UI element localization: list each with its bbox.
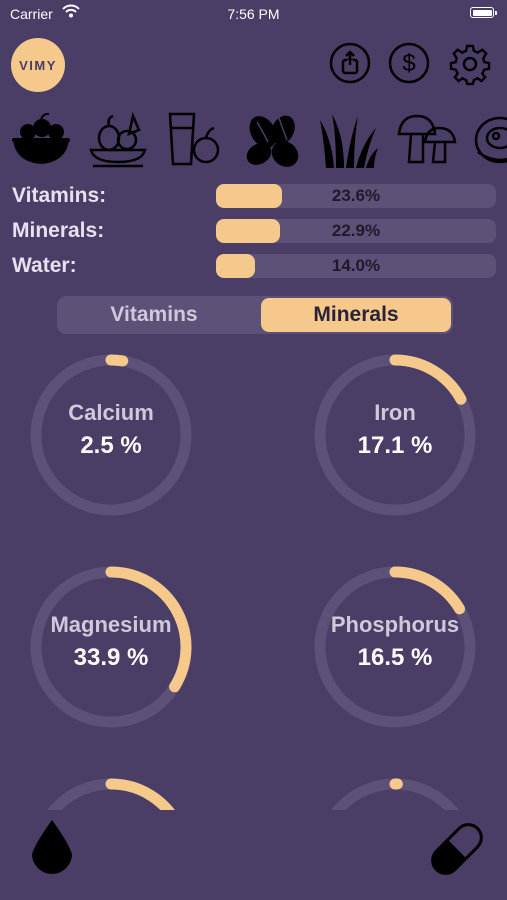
stat-value: 23.6% [331, 186, 381, 205]
tab-vitamins[interactable]: Vitamins [110, 303, 198, 326]
stat-label: Water: [12, 254, 77, 277]
nutrient-percent: 33.9 % [73, 644, 149, 671]
nutrient-ring[interactable]: Magnesium 33.9 % [26, 562, 196, 732]
ring-progress-arc [389, 566, 466, 615]
greens-icon[interactable] [318, 110, 380, 170]
ring-gauge [314, 354, 476, 516]
stat-progress-bar: 22.9% [216, 219, 496, 243]
nutrient-name: Iron [374, 400, 416, 425]
ring-gauge [331, 778, 459, 810]
stat-row-vitamins: Vitamins: 23.6% [12, 183, 498, 209]
svg-text:$: $ [402, 50, 415, 77]
stat-progress-bar: 23.6% [216, 184, 496, 208]
ring-gauge [30, 566, 192, 728]
vegetables-icon[interactable] [87, 110, 149, 170]
ring-progress-arc [105, 354, 129, 367]
tab-minerals[interactable]: Minerals [261, 298, 451, 332]
stat-row-water: Water: 14.0% [12, 253, 498, 279]
nutrient-percent: 16.5 % [357, 644, 433, 671]
stat-progress-fill [216, 219, 281, 243]
ring-gauge [30, 354, 192, 516]
stat-progress-fill [216, 254, 256, 278]
meat-icon[interactable] [470, 110, 507, 170]
share-icon[interactable] [329, 42, 371, 84]
mushrooms-icon[interactable] [395, 110, 457, 170]
stat-value: 22.9% [331, 221, 381, 240]
wifi-icon [62, 4, 80, 23]
gear-icon[interactable] [448, 42, 491, 86]
nutrient-percent: 17.1 % [357, 432, 433, 459]
nutrient-ring[interactable] [26, 774, 196, 810]
nutrient-name: Magnesium [50, 612, 172, 637]
drinks-icon[interactable] [164, 110, 226, 170]
nutrient-ring-grid: Calcium 2.5 % Iron 17.1 % Magnesium 33.9… [0, 345, 507, 810]
status-bar: Carrier 7:56 PM [0, 0, 507, 28]
carrier-label: Carrier [10, 6, 53, 22]
fruits-icon[interactable] [10, 110, 72, 170]
nutrient-ring[interactable] [310, 774, 480, 810]
nuts-icon[interactable] [241, 110, 303, 170]
ring-gauge [314, 566, 476, 728]
stat-label: Minerals: [12, 219, 105, 242]
ring-progress-arc [389, 354, 467, 405]
nutrient-percent: 2.5 % [80, 432, 142, 459]
app-logo: VIMY [11, 38, 65, 92]
nutrient-ring[interactable]: Phosphorus 16.5 % [310, 562, 480, 732]
food-category-strip[interactable] [10, 110, 507, 170]
stat-value: 14.0% [331, 256, 381, 275]
ring-progress-arc [105, 566, 192, 693]
ring-gauge [47, 778, 175, 810]
nutrient-ring[interactable]: Iron 17.1 % [310, 350, 480, 520]
ring-progress-arc [105, 778, 175, 810]
water-drop-icon[interactable] [24, 818, 80, 880]
category-segmented-control[interactable]: Vitamins Minerals [57, 296, 453, 334]
stat-progress-fill [216, 184, 283, 208]
nutrient-name: Calcium [68, 400, 154, 425]
dollar-icon[interactable]: $ [388, 42, 430, 84]
nutrient-name: Phosphorus [330, 612, 460, 637]
nutrient-ring[interactable]: Calcium 2.5 % [26, 350, 196, 520]
battery-icon [470, 7, 497, 18]
pill-icon[interactable] [426, 818, 488, 880]
stat-label: Vitamins: [12, 184, 107, 207]
status-time: 7:56 PM [227, 6, 280, 22]
stat-row-minerals: Minerals: 22.9% [12, 218, 498, 244]
stat-progress-bar: 14.0% [216, 254, 496, 278]
